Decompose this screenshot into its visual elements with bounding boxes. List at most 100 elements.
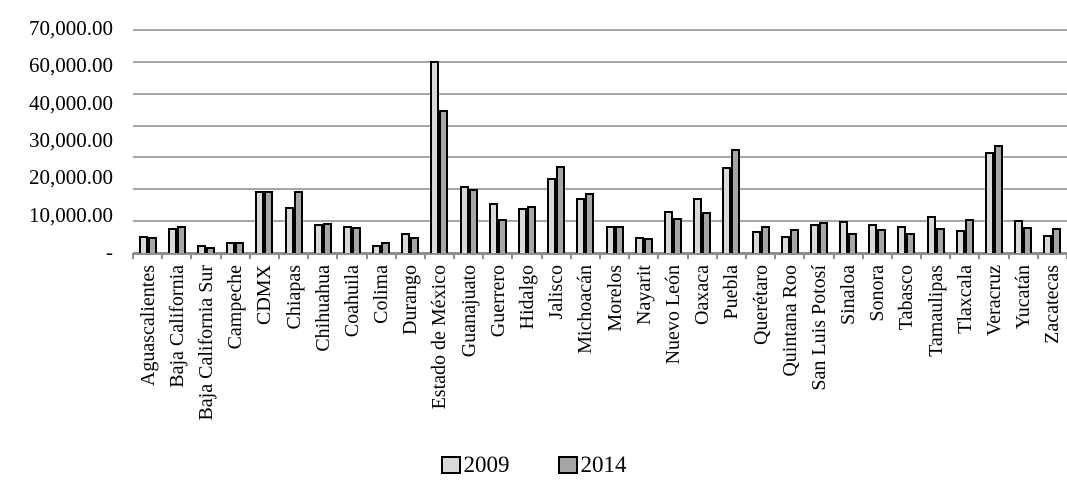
x-slot-michoacan: Michoacán: [571, 265, 600, 465]
x-slot-puebla: Puebla: [717, 265, 746, 465]
bar-2014-san-luis-potosi: [818, 222, 828, 253]
x-axis-tick-label: Nuevo León: [661, 265, 684, 365]
axis-tick: [833, 253, 835, 259]
bar-group-queretaro: [746, 30, 775, 253]
x-axis-tick-label: Nayarit: [632, 265, 655, 325]
bar-2009-queretaro: [751, 231, 761, 253]
bar-2009-estado-de-mexico: [430, 61, 440, 253]
bar-2014-chihuahua: [322, 223, 332, 253]
bar-group-san-luis-potosi: [804, 30, 833, 253]
x-axis-tick-label: Quintana Roo: [778, 265, 801, 377]
x-axis-tick-label: Tlaxcala: [953, 265, 976, 334]
bar-2014-nuevo-leon: [672, 218, 682, 253]
bar-2009-chihuahua: [313, 224, 323, 253]
x-slot-veracruz: Veracruz: [979, 265, 1008, 465]
x-axis-tick-label: Sinaloa: [837, 265, 860, 325]
legend-label-2014: 2014: [580, 452, 627, 477]
axis-tick: [745, 253, 747, 259]
bar-2014-chiapas: [293, 191, 303, 253]
bar-2014-tamaulipas: [935, 228, 945, 253]
axis-tick: [190, 253, 192, 259]
axis-tick: [891, 253, 893, 259]
axis-tick: [862, 253, 864, 259]
x-slot-estado-de-mexico: Estado de México: [425, 265, 454, 465]
x-slot-cdmx: CDMX: [250, 265, 279, 465]
axis-tick: [453, 253, 455, 259]
plot-area: [133, 29, 1067, 255]
axis-tick: [511, 253, 513, 259]
bar-group-puebla: [717, 30, 746, 253]
axis-tick: [278, 253, 280, 259]
x-slot-aguascalientes: Aguascalientes: [133, 265, 162, 465]
x-axis-tick-label: Chiapas: [282, 265, 305, 330]
axis-tick: [716, 253, 718, 259]
x-slot-morelos: Morelos: [600, 265, 629, 465]
axis-tick: [628, 253, 630, 259]
legend-label-2009: 2009: [463, 452, 510, 477]
bar-2014-sonora: [877, 229, 887, 253]
x-axis-tick-label: Chihuahua: [311, 265, 334, 352]
bar-2014-colima: [381, 242, 391, 253]
x-axis-tick-label: Tamaulipas: [924, 265, 947, 357]
axis-tick: [1037, 253, 1039, 259]
bar-2009-campeche: [226, 242, 236, 253]
bar-2014-cdmx: [264, 191, 274, 253]
bar-group-campeche: [221, 30, 250, 253]
axis-tick: [307, 253, 309, 259]
x-slot-baja-california-sur: Baja California Sur: [191, 265, 220, 465]
x-slot-chiapas: Chiapas: [279, 265, 308, 465]
bar-2009-morelos: [605, 226, 615, 253]
axis-tick: [220, 253, 222, 259]
x-slot-colima: Colima: [367, 265, 396, 465]
bar-2014-nayarit: [643, 238, 653, 253]
bar-2009-nuevo-leon: [663, 211, 673, 253]
bar-group-tamaulipas: [921, 30, 950, 253]
x-slot-chihuahua: Chihuahua: [308, 265, 337, 465]
x-slot-san-luis-potosi: San Luis Potosí: [804, 265, 833, 465]
gridline: [133, 93, 1067, 95]
axis-tick: [541, 253, 543, 259]
axis-tick: [395, 253, 397, 259]
bar-group-oaxaca: [688, 30, 717, 253]
x-axis-tick-label: Campeche: [224, 265, 247, 350]
x-axis-tick-label: Morelos: [603, 265, 626, 332]
bar-2009-coahuila: [342, 226, 352, 253]
bar-2014-hidalgo: [527, 206, 537, 253]
bar-2009-veracruz: [985, 152, 995, 253]
x-slot-guerrero: Guerrero: [483, 265, 512, 465]
y-axis-tick-label: 20,000.00: [29, 165, 113, 190]
x-slot-quintana-roo: Quintana Roo: [775, 265, 804, 465]
x-axis-tick-label: Aguascalientes: [136, 265, 159, 387]
x-slot-durango: Durango: [396, 265, 425, 465]
axis-tick: [599, 253, 601, 259]
x-axis-tick-label: Michoacán: [574, 265, 597, 354]
x-slot-yucatan: Yucatán: [1009, 265, 1038, 465]
bar-2014-sinaloa: [848, 233, 858, 253]
legend: 2009 2014: [0, 453, 1067, 476]
bar-2014-baja-california: [176, 226, 186, 253]
bar-2014-zacatecas: [1052, 228, 1062, 253]
x-axis-tick-label: Puebla: [720, 265, 743, 320]
bar-2009-cdmx: [255, 191, 265, 253]
bar-2014-baja-california-sur: [205, 247, 215, 253]
x-axis-tick-label: Durango: [399, 265, 422, 335]
bar-2009-quintana-roo: [780, 236, 790, 253]
bar-2009-oaxaca: [693, 198, 703, 253]
x-axis-tick-label: San Luis Potosí: [807, 265, 830, 391]
x-slot-nuevo-leon: Nuevo León: [658, 265, 687, 465]
x-axis-tick-label: Baja California: [165, 265, 188, 388]
x-axis-ticks: [132, 253, 1067, 259]
bar-2009-tabasco: [897, 226, 907, 253]
bar-group-tlaxcala: [950, 30, 979, 253]
bar-2014-jalisco: [556, 166, 566, 253]
x-axis-tick-label: CDMX: [253, 265, 276, 326]
axis-tick: [161, 253, 163, 259]
bar-group-guanajuato: [454, 30, 483, 253]
x-slot-campeche: Campeche: [221, 265, 250, 465]
x-slot-queretaro: Querétaro: [746, 265, 775, 465]
bar-2014-yucatan: [1023, 227, 1033, 253]
bar-2014-quintana-roo: [789, 229, 799, 253]
x-axis-tick-label: Querétaro: [749, 265, 772, 345]
bar-group-chiapas: [279, 30, 308, 253]
